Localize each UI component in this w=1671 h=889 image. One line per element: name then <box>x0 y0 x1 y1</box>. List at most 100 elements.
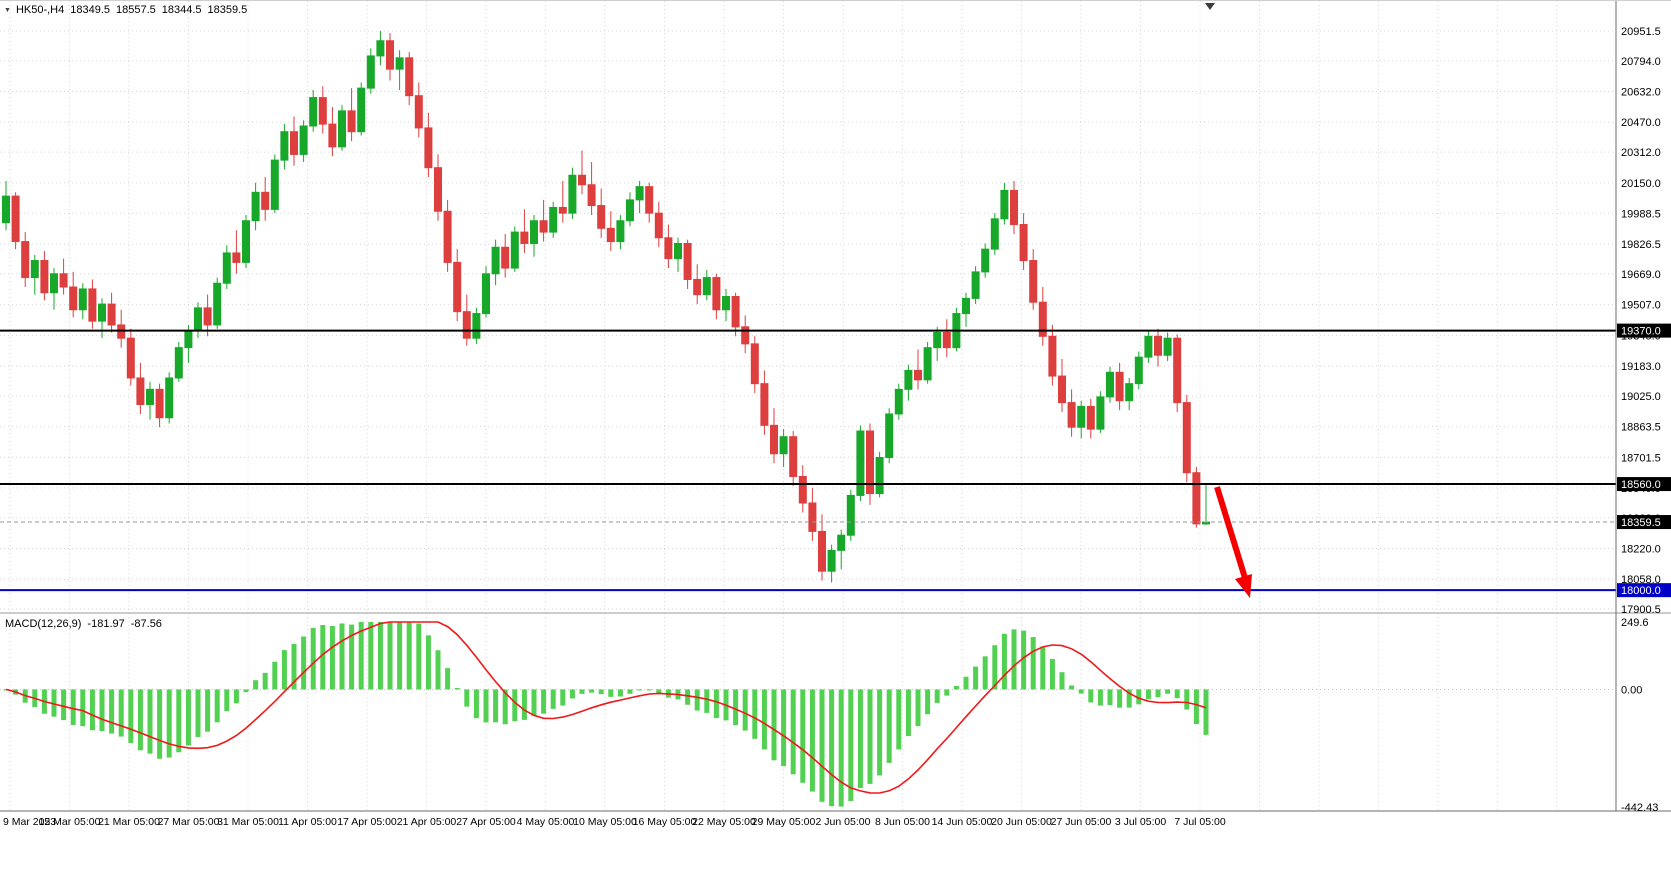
macd-histogram-bar <box>128 689 134 743</box>
macd-histogram-bar <box>973 666 979 690</box>
candle-body <box>222 252 231 284</box>
candle-body <box>750 343 759 385</box>
candle-body <box>309 97 318 127</box>
price-line-badge-label: 18000.0 <box>1621 585 1661 597</box>
candle-body <box>760 383 769 426</box>
macd-indicator-label: MACD(12,26,9) -181.97 -87.56 <box>5 618 162 630</box>
price-tick-label: 19669.0 <box>1621 269 1661 281</box>
price-line-badge <box>1617 583 1671 598</box>
macd-histogram-bar <box>944 689 950 696</box>
candle-body <box>731 296 740 328</box>
candle-body <box>1125 383 1134 402</box>
candle-body <box>510 231 519 269</box>
trend-arrow-head[interactable] <box>1235 574 1252 598</box>
macd-main-value: -181.97 <box>87 618 125 630</box>
ohlc-close-value: 18359.5 <box>207 4 248 16</box>
candle-body <box>645 186 654 214</box>
candle-body <box>558 206 567 214</box>
time-axis-label: 14 Jun 05:00 <box>932 816 993 828</box>
candle-body <box>98 303 106 322</box>
macd-histogram-bar <box>963 676 969 690</box>
price-tick-label: 20632.0 <box>1621 87 1661 99</box>
macd-histogram-bar <box>1021 630 1027 690</box>
macd-histogram-bar <box>877 689 883 776</box>
macd-histogram-bar <box>435 650 441 690</box>
macd-histogram-bar <box>694 689 700 711</box>
macd-histogram-bar <box>358 622 364 690</box>
candle-body <box>69 286 78 311</box>
ohlc-high-value: 18557.5 <box>116 4 156 16</box>
macd-histogram-bar <box>61 689 67 721</box>
time-axis-label: 8 Jun 05:00 <box>875 816 930 828</box>
candle-body <box>818 530 826 572</box>
price-tick-label: 18863.5 <box>1621 422 1661 434</box>
macd-histogram-bar <box>387 622 393 690</box>
time-axis-label: 7 Jul 05:00 <box>1174 816 1226 828</box>
time-axis-label: 27 Apr 05:00 <box>456 816 516 828</box>
candle-body <box>136 377 145 405</box>
macd-histogram-bar <box>349 624 355 690</box>
candle-body <box>846 494 855 536</box>
macd-histogram-bar <box>1078 689 1084 694</box>
trend-arrow-line[interactable] <box>1214 486 1248 579</box>
candle-body <box>1000 189 1009 220</box>
candle-body <box>395 57 404 70</box>
candle-body <box>405 57 414 97</box>
chart-shift-marker[interactable] <box>1205 3 1215 10</box>
candle-body <box>347 110 356 133</box>
time-axis-label: 4 May 05:00 <box>517 816 575 828</box>
candle-body <box>472 313 481 339</box>
macd-histogram-bar <box>819 689 825 802</box>
macd-histogram-bar <box>838 689 844 807</box>
candle-body <box>251 191 260 222</box>
macd-histogram-bar <box>1040 646 1046 690</box>
time-axis-label: 2 Jun 05:00 <box>816 816 871 828</box>
candle-body <box>386 40 394 70</box>
macd-histogram-bar <box>1203 689 1209 735</box>
time-axis-label: 31 Mar 05:00 <box>217 816 279 828</box>
candle-body <box>990 218 999 250</box>
macd-histogram-bar <box>656 689 662 694</box>
macd-signal-line <box>5 621 1207 794</box>
candle-body <box>1115 371 1124 402</box>
price-tick-label: 20951.5 <box>1621 26 1661 38</box>
macd-scale-label: -442.43 <box>1621 802 1658 814</box>
candle-body <box>88 288 97 322</box>
macd-histogram-bar <box>867 689 873 784</box>
candle-body <box>434 167 442 212</box>
time-axis-label: 29 May 05:00 <box>752 816 816 828</box>
candle-body <box>1067 402 1076 428</box>
macd-histogram-bar <box>329 626 335 690</box>
macd-histogram-bar <box>531 689 537 716</box>
time-axis-label: 20 Jun 05:00 <box>991 816 1052 828</box>
candle-body <box>779 436 788 455</box>
macd-histogram-bar <box>99 689 105 732</box>
macd-histogram-bar <box>1126 689 1132 708</box>
candle-body <box>904 369 913 390</box>
candle-body <box>1134 356 1143 385</box>
candle-body <box>722 296 730 311</box>
time-axis-label: 22 May 05:00 <box>692 816 756 828</box>
candle-body <box>2 195 10 224</box>
macd-histogram-bar <box>89 689 95 731</box>
price-tick-label: 18220.0 <box>1621 543 1661 555</box>
candle-body <box>242 220 250 263</box>
candle-body <box>549 206 558 233</box>
candle-body <box>1048 335 1057 377</box>
price-tick-label: 20150.0 <box>1621 178 1661 190</box>
price-tick-label: 17900.5 <box>1621 604 1661 616</box>
candle-body <box>424 127 433 169</box>
candle-body <box>530 220 538 244</box>
macd-name-label: MACD(12,26,9) <box>5 618 82 630</box>
macd-histogram-bar <box>685 689 691 705</box>
candle-body <box>453 261 462 313</box>
time-axis-label: 15 Mar 05:00 <box>39 816 101 828</box>
candle-body <box>366 55 375 89</box>
macd-histogram-bar <box>1184 689 1190 710</box>
candle-body <box>616 220 625 243</box>
price-line-badge-label: 18560.0 <box>1621 479 1661 491</box>
candle-body <box>741 326 750 345</box>
